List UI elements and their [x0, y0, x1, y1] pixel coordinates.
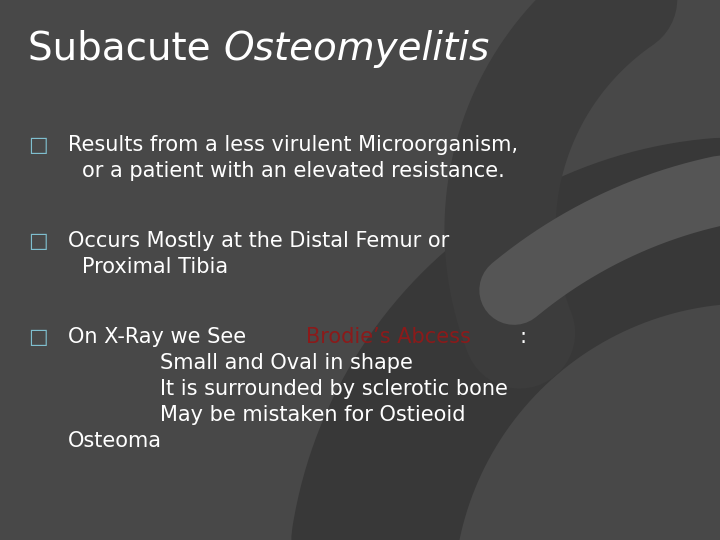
Text: On X-Ray we See: On X-Ray we See [68, 327, 253, 347]
Text: Subacute: Subacute [28, 30, 223, 68]
Text: or a patient with an elevated resistance.: or a patient with an elevated resistance… [82, 161, 505, 181]
Text: □: □ [28, 327, 48, 347]
Text: Occurs Mostly at the Distal Femur or: Occurs Mostly at the Distal Femur or [68, 231, 449, 251]
Text: □: □ [28, 231, 48, 251]
Text: Osteoma: Osteoma [68, 431, 162, 451]
Text: Proximal Tibia: Proximal Tibia [82, 257, 228, 277]
Text: Results from a less virulent Microorganism,: Results from a less virulent Microorgani… [68, 135, 518, 155]
Text: Brodie’s Abcess: Brodie’s Abcess [307, 327, 472, 347]
Text: □: □ [28, 135, 48, 155]
Text: It is surrounded by sclerotic bone: It is surrounded by sclerotic bone [160, 379, 508, 399]
Text: Small and Oval in shape: Small and Oval in shape [160, 353, 413, 373]
Text: Osteomyelitis: Osteomyelitis [223, 30, 490, 68]
Text: May be mistaken for Ostieoid: May be mistaken for Ostieoid [160, 405, 466, 425]
Text: :: : [519, 327, 526, 347]
